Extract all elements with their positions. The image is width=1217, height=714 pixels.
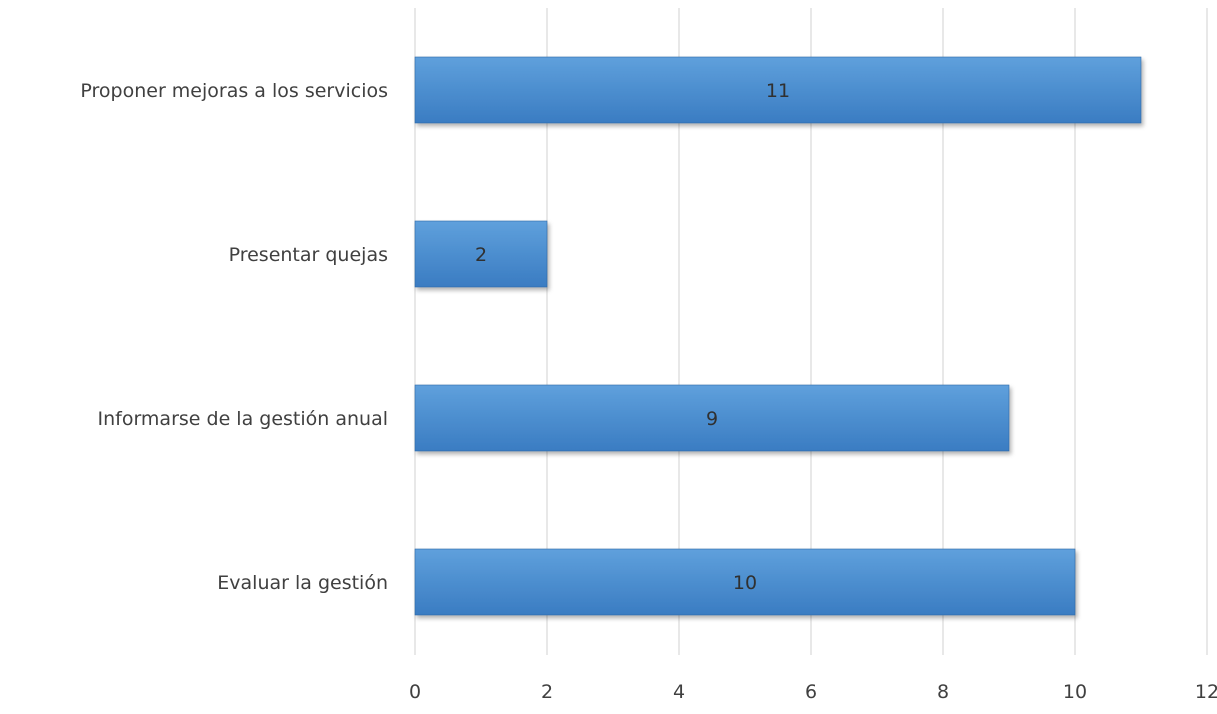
x-tick-label: 2 (541, 681, 553, 703)
bar (414, 384, 1010, 452)
bar (414, 220, 548, 288)
data-label: 2 (475, 244, 487, 266)
data-label: 11 (766, 80, 790, 102)
category-label: Evaluar la gestión (217, 572, 388, 594)
category-labels: Proponer mejoras a los servicios Presenta… (80, 80, 388, 594)
bar (414, 548, 1076, 616)
category-label: Proponer mejoras a los servicios (80, 80, 388, 102)
x-tick-label: 10 (1063, 681, 1087, 703)
bars: 11 2 9 10 (414, 56, 1142, 616)
x-tick-label: 8 (937, 681, 949, 703)
category-label: Informarse de la gestión anual (97, 408, 388, 430)
category-label: Presentar quejas (229, 244, 388, 266)
bar (414, 56, 1142, 124)
x-tick-label: 12 (1195, 681, 1217, 703)
x-tick-label: 4 (673, 681, 685, 703)
x-axis-tick-labels: 0 2 4 6 8 10 12 (409, 681, 1217, 703)
data-label: 10 (733, 572, 757, 594)
x-tick-label: 6 (805, 681, 817, 703)
data-label: 9 (706, 408, 718, 430)
x-tick-label: 0 (409, 681, 421, 703)
